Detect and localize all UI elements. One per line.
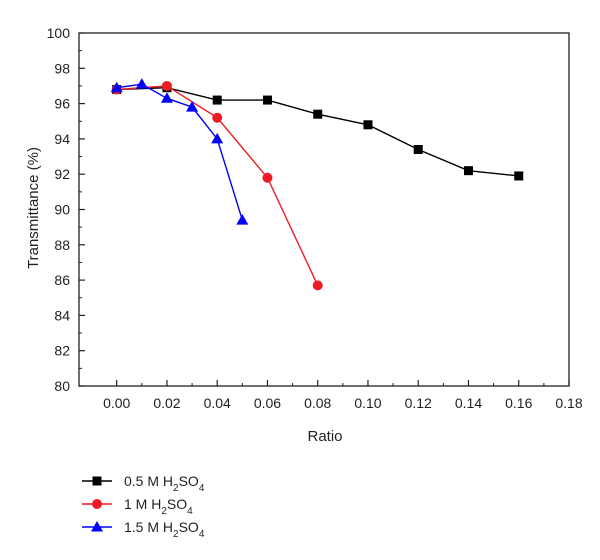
x-tick-label: 0.10 [354,395,381,411]
legend-label: 1.5 M H2SO4 [124,519,205,540]
data-point [161,80,172,91]
y-tick-label: 92 [54,166,70,182]
legend-entry: 0.5 M H2SO4 [82,473,205,494]
x-tick-label: 0.08 [304,395,331,411]
x-axis: 0.00 0.02 0.04 0.06 0.08 0.10 0.12 0.14 0.16 0.18 [103,380,583,411]
x-tick-label: 0.16 [505,395,532,411]
y-tick-label: 96 [54,96,70,112]
plot-border [78,32,570,387]
series-2 [111,80,323,291]
data-point [236,214,249,225]
legend-marker [91,521,103,532]
plot-frame [78,32,570,387]
data-point [212,95,222,105]
x-tick-label: 0.00 [103,395,130,411]
legend-entry: 1 M H2SO4 [82,496,193,517]
data-point [363,120,373,130]
data-point [514,171,524,181]
data-point [463,166,473,176]
legend-marker [92,499,102,509]
x-tick-label: 0.06 [254,395,281,411]
y-tick-label: 86 [54,272,70,288]
data-point [312,280,323,291]
series-line [116,87,519,177]
x-tick-label: 0.04 [204,395,231,411]
y-tick-label: 100 [47,25,71,41]
series-1 [112,83,524,181]
y-tick-label: 84 [54,307,70,323]
x-tick-label: 0.12 [405,395,432,411]
series-layer [110,78,524,291]
y-tick-label: 80 [54,378,70,394]
x-tick-label: 0.18 [555,395,582,411]
y-tick-label: 98 [54,60,70,76]
data-point [262,95,272,105]
x-tick-label: 0.14 [455,395,482,411]
legend-label: 0.5 M H2SO4 [124,473,205,494]
legend-marker [92,476,102,486]
data-point [313,109,323,119]
y-tick-label: 88 [54,237,70,253]
x-tick-label: 0.02 [153,395,180,411]
legend-entry: 1.5 M H2SO4 [82,519,205,540]
y-axis: 80 82 84 86 88 90 92 94 96 98 100 [47,25,85,394]
data-point [110,81,123,93]
y-tick-label: 82 [54,343,70,359]
data-point [135,78,148,89]
data-point [211,132,224,144]
x-axis-title: Ratio [307,428,342,445]
y-tick-label: 90 [54,202,70,218]
data-point [186,101,199,112]
series-line [116,83,244,221]
data-point [160,92,173,103]
y-tick-label: 94 [54,131,70,147]
data-point [262,172,273,183]
y-axis-title: Transmittance (%) [25,147,42,269]
series-3 [110,78,249,225]
legend-label: 1 M H2SO4 [124,496,193,517]
data-point [413,144,423,154]
data-point [212,112,223,123]
